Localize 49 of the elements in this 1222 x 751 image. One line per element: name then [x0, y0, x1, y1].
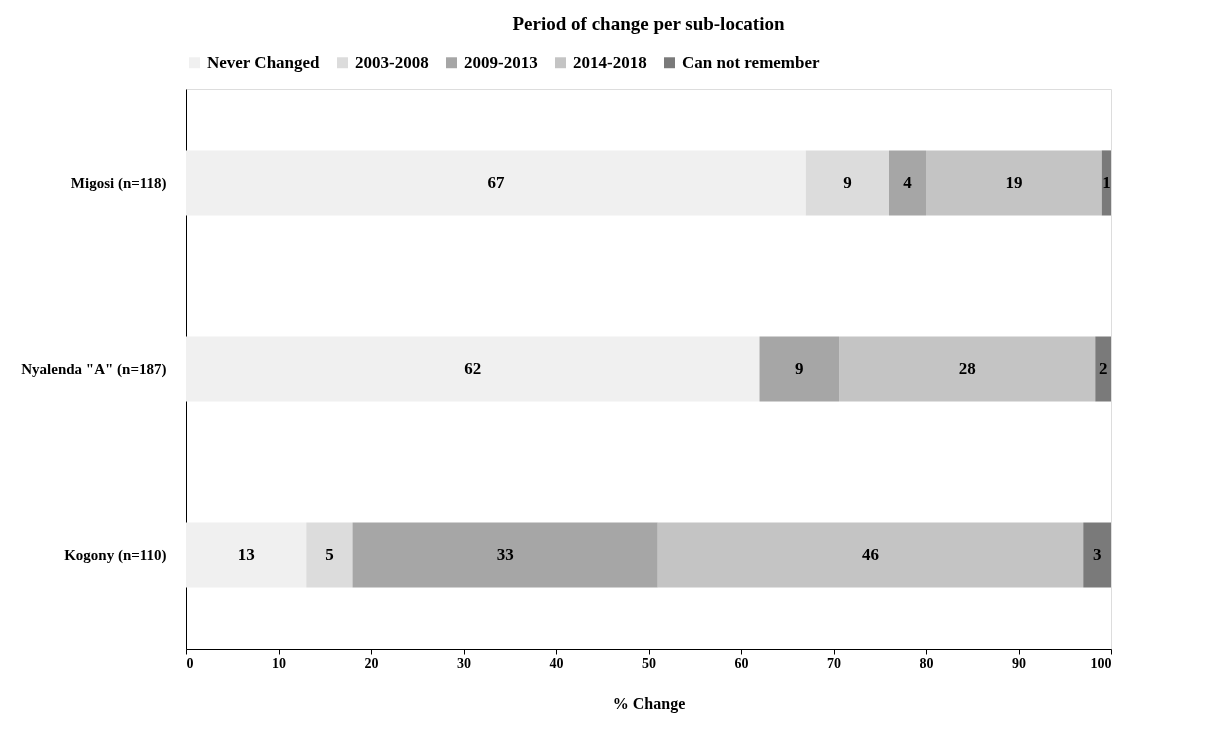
bar	[889, 150, 926, 216]
x-axis-title: % Change	[612, 694, 686, 713]
data-label: 5	[325, 545, 334, 565]
data-label: 67	[487, 172, 505, 192]
legend-label: Can not remember	[682, 52, 820, 72]
x-tick-label: 20	[364, 655, 379, 671]
bar	[352, 522, 658, 588]
legend-label: 2003-2008	[355, 52, 429, 72]
data-label: 1	[1102, 172, 1111, 192]
x-tick-label: 50	[642, 655, 656, 671]
data-label: 9	[843, 172, 852, 192]
x-tick-label: 70	[827, 655, 841, 671]
data-label: 3	[1092, 545, 1102, 565]
bar	[306, 522, 353, 588]
data-label: 9	[795, 359, 804, 378]
data-label: 62	[464, 359, 482, 378]
y-tick-label: Nyalenda "A" (n=187)	[21, 361, 167, 378]
bar	[1083, 522, 1111, 588]
data-label: 33	[496, 545, 514, 565]
x-tick-label: 10	[272, 655, 286, 671]
x-tick-label: 100	[1090, 655, 1112, 671]
data-label: 19	[1005, 172, 1023, 192]
bar	[186, 336, 760, 402]
bar	[1101, 150, 1111, 216]
bar	[1095, 336, 1111, 402]
bar	[186, 522, 307, 588]
legend-label: 2014-2018	[573, 52, 647, 72]
data-label: 46	[862, 545, 879, 565]
data-label: 2	[1098, 359, 1108, 378]
data-label: 28	[958, 359, 976, 378]
bar	[657, 522, 1084, 588]
chart-title: Period of change per sub-location	[512, 13, 785, 34]
x-tick-label: 40	[549, 655, 564, 671]
data-label: 13	[237, 545, 255, 565]
legend-label: 2009-2013	[464, 52, 538, 72]
x-tick-label: 30	[457, 655, 471, 671]
x-tick-label: 0	[186, 655, 194, 671]
x-tick-label: 60	[734, 655, 749, 671]
x-tick-label: 90	[1012, 655, 1026, 671]
bar	[186, 150, 806, 216]
bar	[839, 336, 1096, 402]
x-tick-label: 80	[919, 655, 934, 671]
bar	[759, 336, 840, 402]
legend-label: Never Changed	[207, 52, 321, 72]
y-tick-label: Migosi (n=118)	[70, 174, 167, 192]
bar	[926, 150, 1102, 216]
bar	[805, 150, 889, 216]
y-tick-label: Kogony (n=110)	[64, 547, 167, 565]
data-label: 4	[903, 172, 913, 192]
